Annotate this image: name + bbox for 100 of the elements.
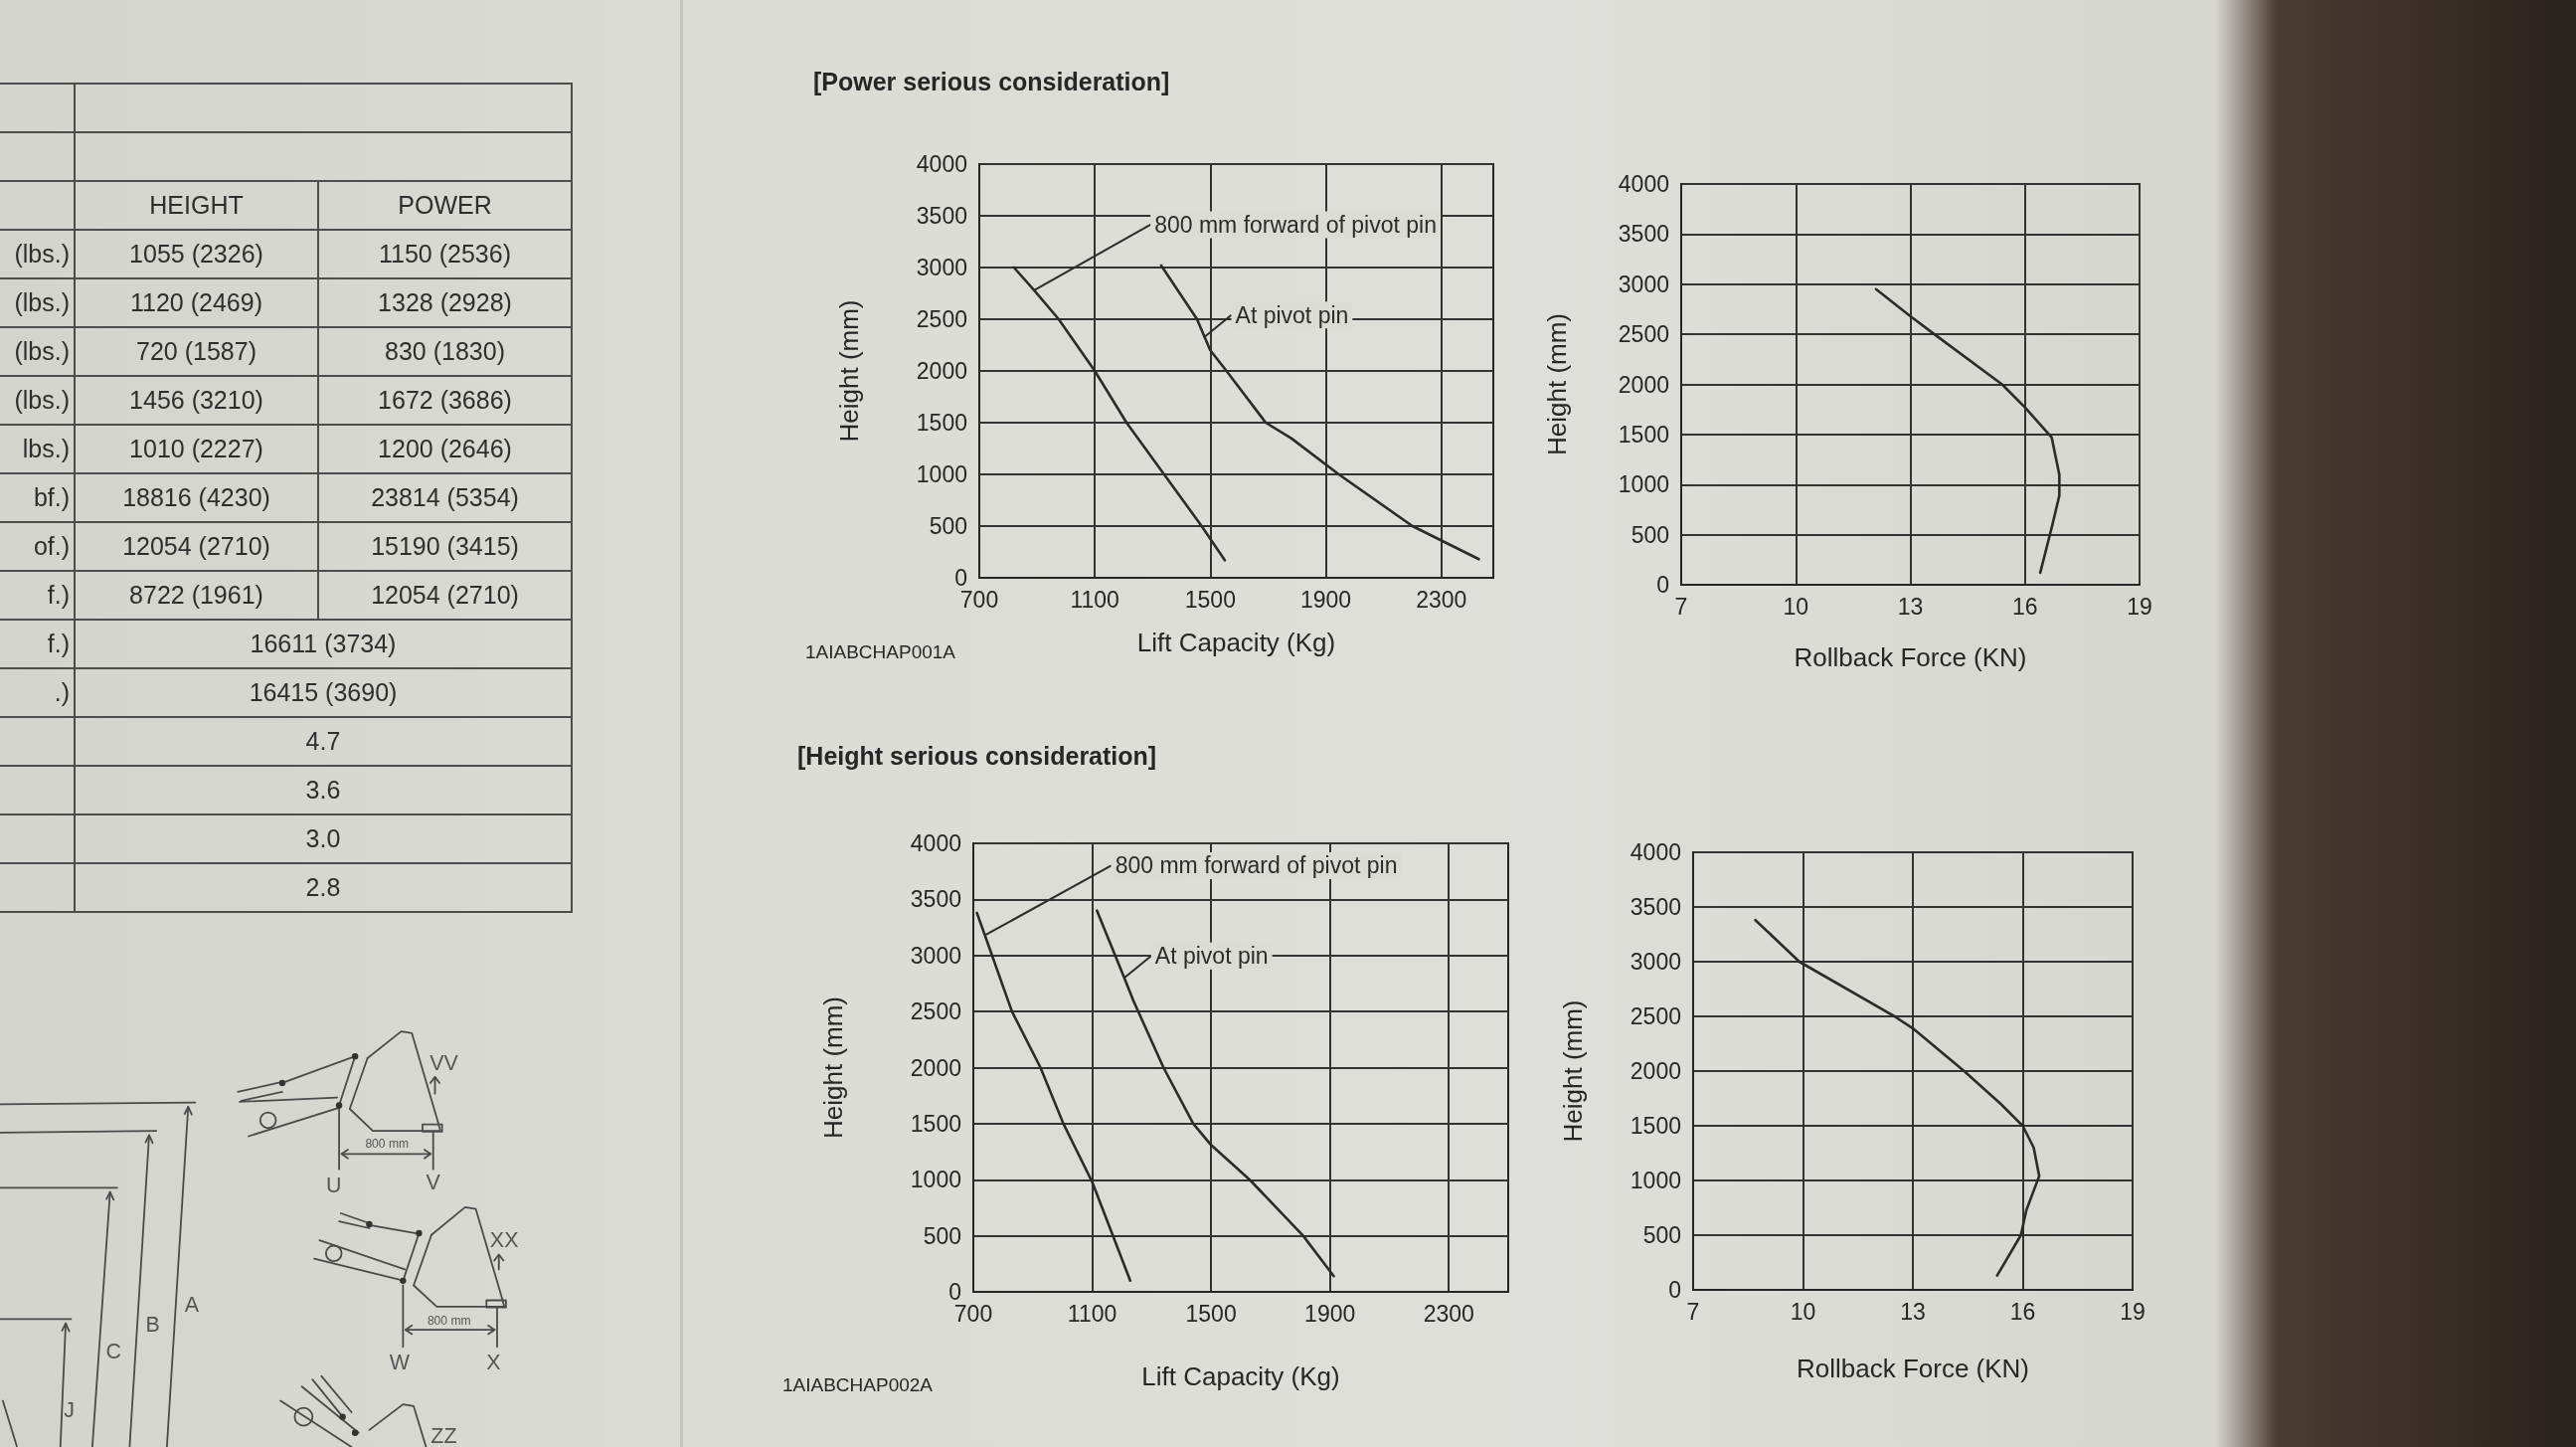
text: HEIGHT <box>149 191 244 219</box>
y-tick-label: 500 <box>929 513 967 539</box>
y-tick-label: 500 <box>923 1222 961 1249</box>
y-axis-title: Height (mm) <box>1558 999 1588 1143</box>
text: of.) <box>33 532 70 560</box>
text: 720 (1587) <box>136 337 257 365</box>
x-tick-label: 19 <box>2127 593 2152 620</box>
x-tick-label: 16 <box>2011 593 2038 620</box>
x-tick-label: 1500 <box>1184 586 1236 613</box>
y-tick-label: 3000 <box>910 942 961 969</box>
text: lbs.) <box>22 435 70 462</box>
y-tick-label: 2500 <box>1630 1003 1681 1029</box>
x-tick-label: 1500 <box>1185 1300 1237 1327</box>
text: f.) <box>47 581 70 609</box>
y-tick-label: 3000 <box>1630 949 1681 975</box>
y-tick-label: 3000 <box>916 255 967 280</box>
x-tick-label: 7 <box>1686 1298 1700 1325</box>
y-tick-label: 500 <box>1631 521 1669 548</box>
y-tick-label: 3500 <box>1630 894 1681 920</box>
text: 1328 (2928) <box>378 288 512 316</box>
text: 16611 (3734) <box>250 630 397 657</box>
text: 830 (1830) <box>385 337 505 365</box>
text: 12054 (2710) <box>122 532 270 560</box>
y-tick-label: 1000 <box>1630 1168 1681 1193</box>
y-tick-label: 3000 <box>1618 271 1669 297</box>
text: 16415 (3690) <box>249 678 398 706</box>
x-tick-label: 2300 <box>1423 1300 1474 1327</box>
x-axis-title: Rollback Force (KN) <box>1796 1354 2030 1383</box>
y-tick-label: 3500 <box>910 886 961 913</box>
y-tick-label: 3500 <box>916 203 967 229</box>
y-axis-title: Height (mm) <box>834 299 864 443</box>
y-tick-label: 2500 <box>910 998 961 1025</box>
y-tick-label: 1000 <box>910 1167 961 1193</box>
text: 18816 (4230) <box>122 483 270 511</box>
text: 3.0 <box>305 824 341 852</box>
loader-bucket-drawing: XX 800 mm W X <box>313 1206 519 1375</box>
y-tick-label: 0 <box>1668 1277 1681 1303</box>
text: f.) <box>47 630 70 657</box>
dimension-drawing: A B C J <box>0 1101 199 1447</box>
text: 1055 (2326) <box>129 240 263 268</box>
text: 15190 (3415) <box>371 532 519 560</box>
text: 1010 (2227) <box>129 435 263 462</box>
text: (lbs.) <box>14 288 70 316</box>
chart-title: [Power serious consideration] <box>813 67 1170 95</box>
y-tick-label: 2500 <box>916 306 967 332</box>
x-tick-label: 1900 <box>1299 586 1352 613</box>
text: (lbs.) <box>14 386 70 414</box>
y-tick-label: 2000 <box>1630 1058 1681 1084</box>
text: 1AIABCHAP002A <box>782 1374 934 1395</box>
x-tick-label: 1900 <box>1304 1300 1356 1327</box>
loader-bucket-drawing: ZZ <box>279 1374 457 1447</box>
y-tick-label: 3500 <box>1618 221 1669 248</box>
legend-label: At pivot pin <box>1235 301 1349 328</box>
x-tick-label: 19 <box>2120 1298 2146 1325</box>
y-axis-title: Height (mm) <box>1542 312 1572 456</box>
y-tick-label: 500 <box>1642 1222 1681 1248</box>
y-tick-label: 2000 <box>916 358 967 384</box>
x-tick-label: 13 <box>1900 1298 1926 1325</box>
x-tick-label: 2300 <box>1416 586 1467 613</box>
y-tick-label: 4000 <box>1630 839 1681 865</box>
legend-label: At pivot pin <box>1154 943 1269 970</box>
y-tick-label: 0 <box>1656 572 1669 598</box>
text: 1AIABCHAP001A <box>805 641 956 662</box>
text: 1150 (2536) <box>379 240 511 268</box>
y-tick-label: 1500 <box>910 1110 961 1137</box>
y-tick-label: 1000 <box>916 461 967 487</box>
x-axis-title: Lift Capacity (Kg) <box>1141 1361 1340 1391</box>
text: 1672 (3686) <box>378 386 512 414</box>
text: 800 mm forward of pivot pin <box>1154 211 1437 238</box>
x-tick-label: 1100 <box>1067 1300 1117 1327</box>
text: .) <box>54 678 70 706</box>
text: bf.) <box>33 483 70 511</box>
x-tick-label: 1100 <box>1070 586 1119 613</box>
y-tick-label: 2500 <box>1618 321 1669 348</box>
y-tick-label: 4000 <box>1618 171 1669 197</box>
loader-bucket-drawing: VV 800 mm U V <box>237 1030 458 1197</box>
x-tick-label: 13 <box>1897 593 1924 620</box>
text: 12054 (2710) <box>371 581 519 609</box>
x-axis-title: Lift Capacity (Kg) <box>1136 628 1336 657</box>
y-tick-label: 4000 <box>916 151 967 177</box>
x-tick-label: 10 <box>1790 1298 1816 1325</box>
text: 3.6 <box>305 776 341 804</box>
text: 1456 (3210) <box>129 386 263 414</box>
y-tick-label: 2000 <box>910 1054 961 1081</box>
y-tick-label: 1000 <box>1618 471 1669 498</box>
y-axis-title: Height (mm) <box>818 995 848 1140</box>
x-tick-label: 7 <box>1674 593 1688 620</box>
text: 1120 (2469) <box>130 288 262 316</box>
text: 23814 (5354) <box>371 483 519 511</box>
x-tick-label: 16 <box>2009 1298 2036 1325</box>
text: 1200 (2646) <box>378 435 512 462</box>
y-tick-label: 1500 <box>1618 421 1669 448</box>
y-tick-label: 2000 <box>1618 371 1669 398</box>
text: 4.7 <box>305 727 341 755</box>
text: 8722 (1961) <box>129 581 263 609</box>
text: 2.8 <box>305 873 341 901</box>
y-tick-label: 1500 <box>1630 1113 1681 1139</box>
text: (lbs.) <box>14 240 70 268</box>
text: 800 mm forward of pivot pin <box>1115 852 1398 879</box>
x-tick-label: 10 <box>1783 593 1809 620</box>
